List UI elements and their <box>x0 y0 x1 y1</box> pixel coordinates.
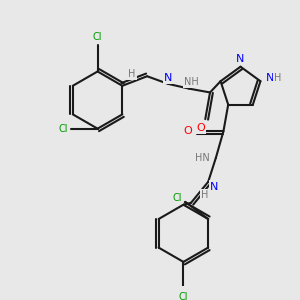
Text: Cl: Cl <box>179 292 188 300</box>
Text: N: N <box>210 182 218 192</box>
Text: H: H <box>128 69 136 79</box>
Text: O: O <box>196 123 205 133</box>
Text: H: H <box>274 73 281 83</box>
Text: Cl: Cl <box>173 193 182 203</box>
Text: Cl: Cl <box>58 124 68 134</box>
Text: N: N <box>266 73 274 83</box>
Text: N: N <box>164 73 172 83</box>
Text: NH: NH <box>184 77 198 87</box>
Text: O: O <box>184 126 193 136</box>
Text: Cl: Cl <box>93 32 102 42</box>
Text: H: H <box>201 190 208 200</box>
Text: HN: HN <box>195 153 210 163</box>
Text: N: N <box>236 54 245 64</box>
